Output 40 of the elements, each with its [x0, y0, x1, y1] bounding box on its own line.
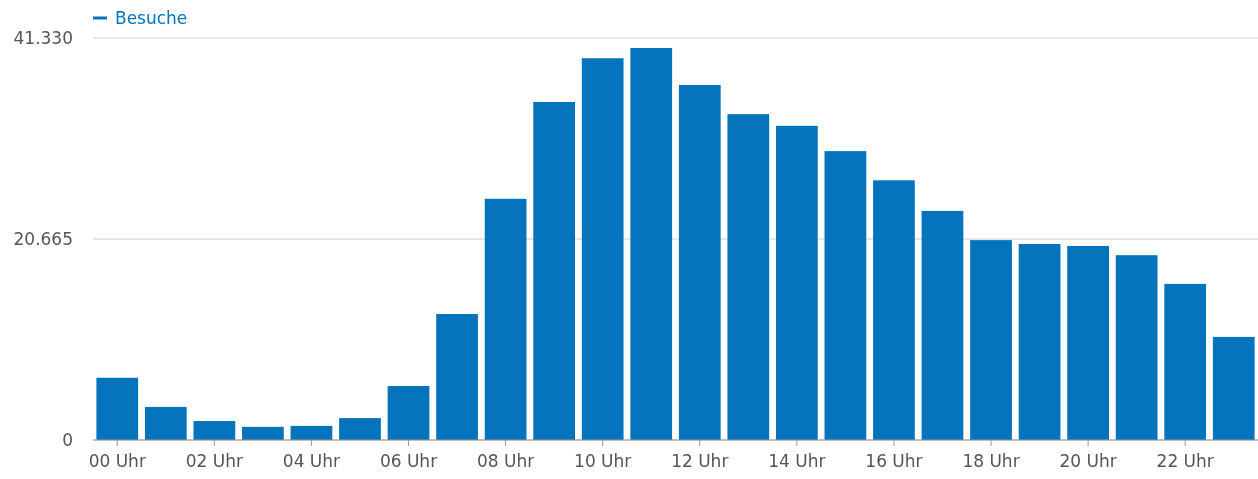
x-tick-label: 04 Uhr [282, 451, 341, 471]
x-tick-label: 00 Uhr [88, 451, 146, 471]
bar [96, 377, 139, 440]
x-tick-label: 06 Uhr [379, 451, 438, 471]
bar [824, 151, 867, 440]
bar [775, 125, 818, 440]
y-tick-label: 20.665 [13, 228, 73, 249]
bar [1067, 245, 1109, 440]
bar [1164, 283, 1207, 440]
bar [484, 198, 527, 440]
x-tick-label: 14 Uhr [768, 451, 826, 471]
bar [436, 314, 478, 440]
x-tick-label: 10 Uhr [574, 451, 632, 471]
bar [193, 421, 236, 440]
bar [533, 102, 576, 440]
bar [387, 386, 430, 440]
bar [678, 84, 721, 440]
bar [581, 58, 624, 440]
x-tick-label: 12 Uhr [671, 451, 729, 471]
bar [873, 180, 915, 440]
x-tick-label: 02 Uhr [185, 451, 243, 471]
bar [144, 406, 187, 440]
bar [1018, 244, 1061, 440]
bar [727, 114, 770, 440]
bar [630, 48, 673, 440]
y-tick-label: 0 [62, 429, 73, 450]
x-tick-label: 20 Uhr [1059, 451, 1117, 471]
x-tick-label: 16 Uhr [865, 451, 923, 471]
bar [921, 210, 964, 440]
bar [1115, 255, 1158, 440]
bar [339, 418, 381, 440]
bar [290, 425, 333, 440]
x-tick-label: 08 Uhr [476, 451, 535, 471]
x-tick-label: 22 Uhr [1156, 451, 1214, 471]
x-tick-label: 18 Uhr [962, 451, 1020, 471]
y-tick-label: 41.330 [13, 27, 73, 48]
bar [1212, 336, 1255, 440]
bar [970, 240, 1012, 440]
bar [242, 426, 284, 440]
legend-label: Besuche [115, 7, 188, 28]
